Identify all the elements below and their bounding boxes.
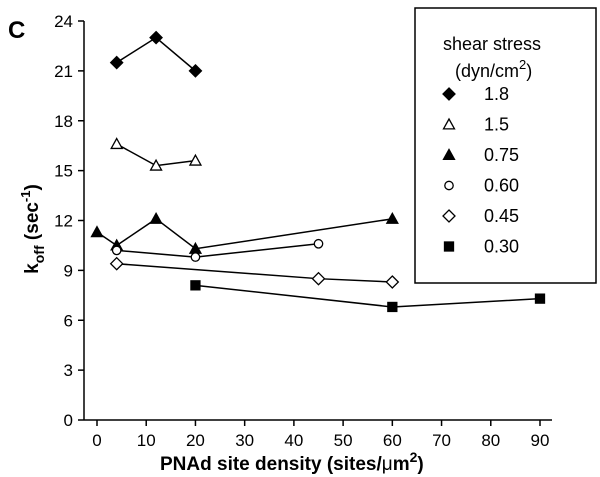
legend-label: 1.5 — [484, 115, 509, 135]
x-tick-label: 40 — [284, 431, 303, 450]
legend-label: 0.75 — [484, 145, 519, 165]
data-point — [534, 293, 546, 304]
panel-label: C — [8, 17, 25, 44]
data-point — [149, 30, 163, 45]
y-ticks: 0 3 6 9 12 15 18 21 24 — [54, 12, 84, 430]
data-point — [385, 275, 400, 289]
x-tick-label: 50 — [334, 431, 353, 450]
series-markers — [90, 30, 546, 313]
legend-box — [414, 7, 597, 284]
legend-title-close: ) — [526, 61, 532, 81]
y-tick-label: 9 — [64, 261, 73, 280]
legend-label: 0.45 — [484, 206, 519, 226]
legend-title-exp: 2 — [519, 57, 526, 72]
series-line-4 — [116, 262, 393, 283]
y-tick-label: 0 — [64, 411, 73, 430]
y-title-close: ) — [22, 184, 43, 190]
y-title-exp: -1 — [18, 190, 33, 202]
data-point — [109, 55, 124, 70]
legend-label: 0.30 — [484, 237, 519, 257]
y-tick-label: 12 — [54, 212, 73, 231]
data-point — [111, 245, 122, 256]
legend-title-unit: (dyn/cm — [455, 61, 519, 81]
x-title-m: m — [393, 454, 410, 475]
y-title-unit: (sec — [22, 202, 43, 246]
legend-label: 1.8 — [484, 84, 509, 104]
data-point — [387, 301, 398, 313]
x-tick-label: 60 — [383, 431, 402, 450]
x-tick-label: 0 — [92, 431, 101, 450]
x-tick-label: 10 — [137, 431, 156, 450]
y-tick-label: 24 — [54, 12, 73, 31]
legend-label: 0.60 — [484, 176, 519, 196]
x-title-mu: μ — [382, 454, 393, 475]
x-tick-label: 30 — [235, 431, 254, 450]
legend-marker — [442, 117, 456, 130]
data-point — [385, 211, 399, 224]
legend-marker — [442, 87, 456, 101]
x-tick-label: 20 — [186, 431, 205, 450]
data-point — [149, 211, 163, 224]
x-tick-label: 80 — [481, 431, 500, 450]
legend-marker — [442, 148, 456, 161]
y-tick-label: 18 — [54, 112, 73, 131]
data-point — [90, 225, 104, 238]
x-axis-title: PNAd site density (sites/μm2) — [160, 449, 424, 475]
data-point — [188, 63, 203, 78]
data-point — [188, 153, 203, 166]
x-tick-label: 70 — [432, 431, 451, 450]
x-title-exp: 2 — [410, 449, 418, 465]
data-point — [313, 238, 324, 249]
legend-entries: 1.8 1.5 0.75 0.60 0.45 0.30 — [442, 84, 519, 257]
series-line-5 — [195, 284, 541, 308]
x-ticks: 0 10 20 30 40 50 60 70 80 90 — [92, 420, 549, 450]
x-title-close: ) — [417, 454, 423, 475]
legend-title-line1: shear stress — [443, 34, 541, 54]
data-point — [311, 271, 326, 286]
y-title-k: k — [22, 263, 43, 274]
data-point — [109, 256, 124, 271]
y-tick-label: 3 — [64, 361, 73, 380]
legend: shear stress (dyn/cm2) 1.8 1.5 0.75 0.60 0.4… — [414, 7, 597, 284]
data-point — [190, 252, 201, 262]
y-tick-label: 15 — [54, 162, 73, 181]
x-tick-label: 90 — [531, 431, 550, 450]
data-point — [110, 137, 124, 150]
data-point — [190, 280, 201, 291]
y-tick-label: 21 — [54, 62, 73, 81]
legend-title-line2: (dyn/cm2) — [455, 57, 532, 81]
legend-marker — [444, 180, 454, 191]
legend-marker — [442, 209, 456, 223]
y-axis-title: koff (sec-1) — [18, 184, 47, 274]
y-tick-label: 6 — [64, 311, 73, 330]
x-title-main: PNAd site density (sites/ — [160, 454, 382, 475]
legend-marker — [443, 241, 455, 252]
y-title-sub: off — [31, 245, 47, 263]
series-line-2 — [96, 217, 393, 250]
data-point — [149, 158, 163, 171]
